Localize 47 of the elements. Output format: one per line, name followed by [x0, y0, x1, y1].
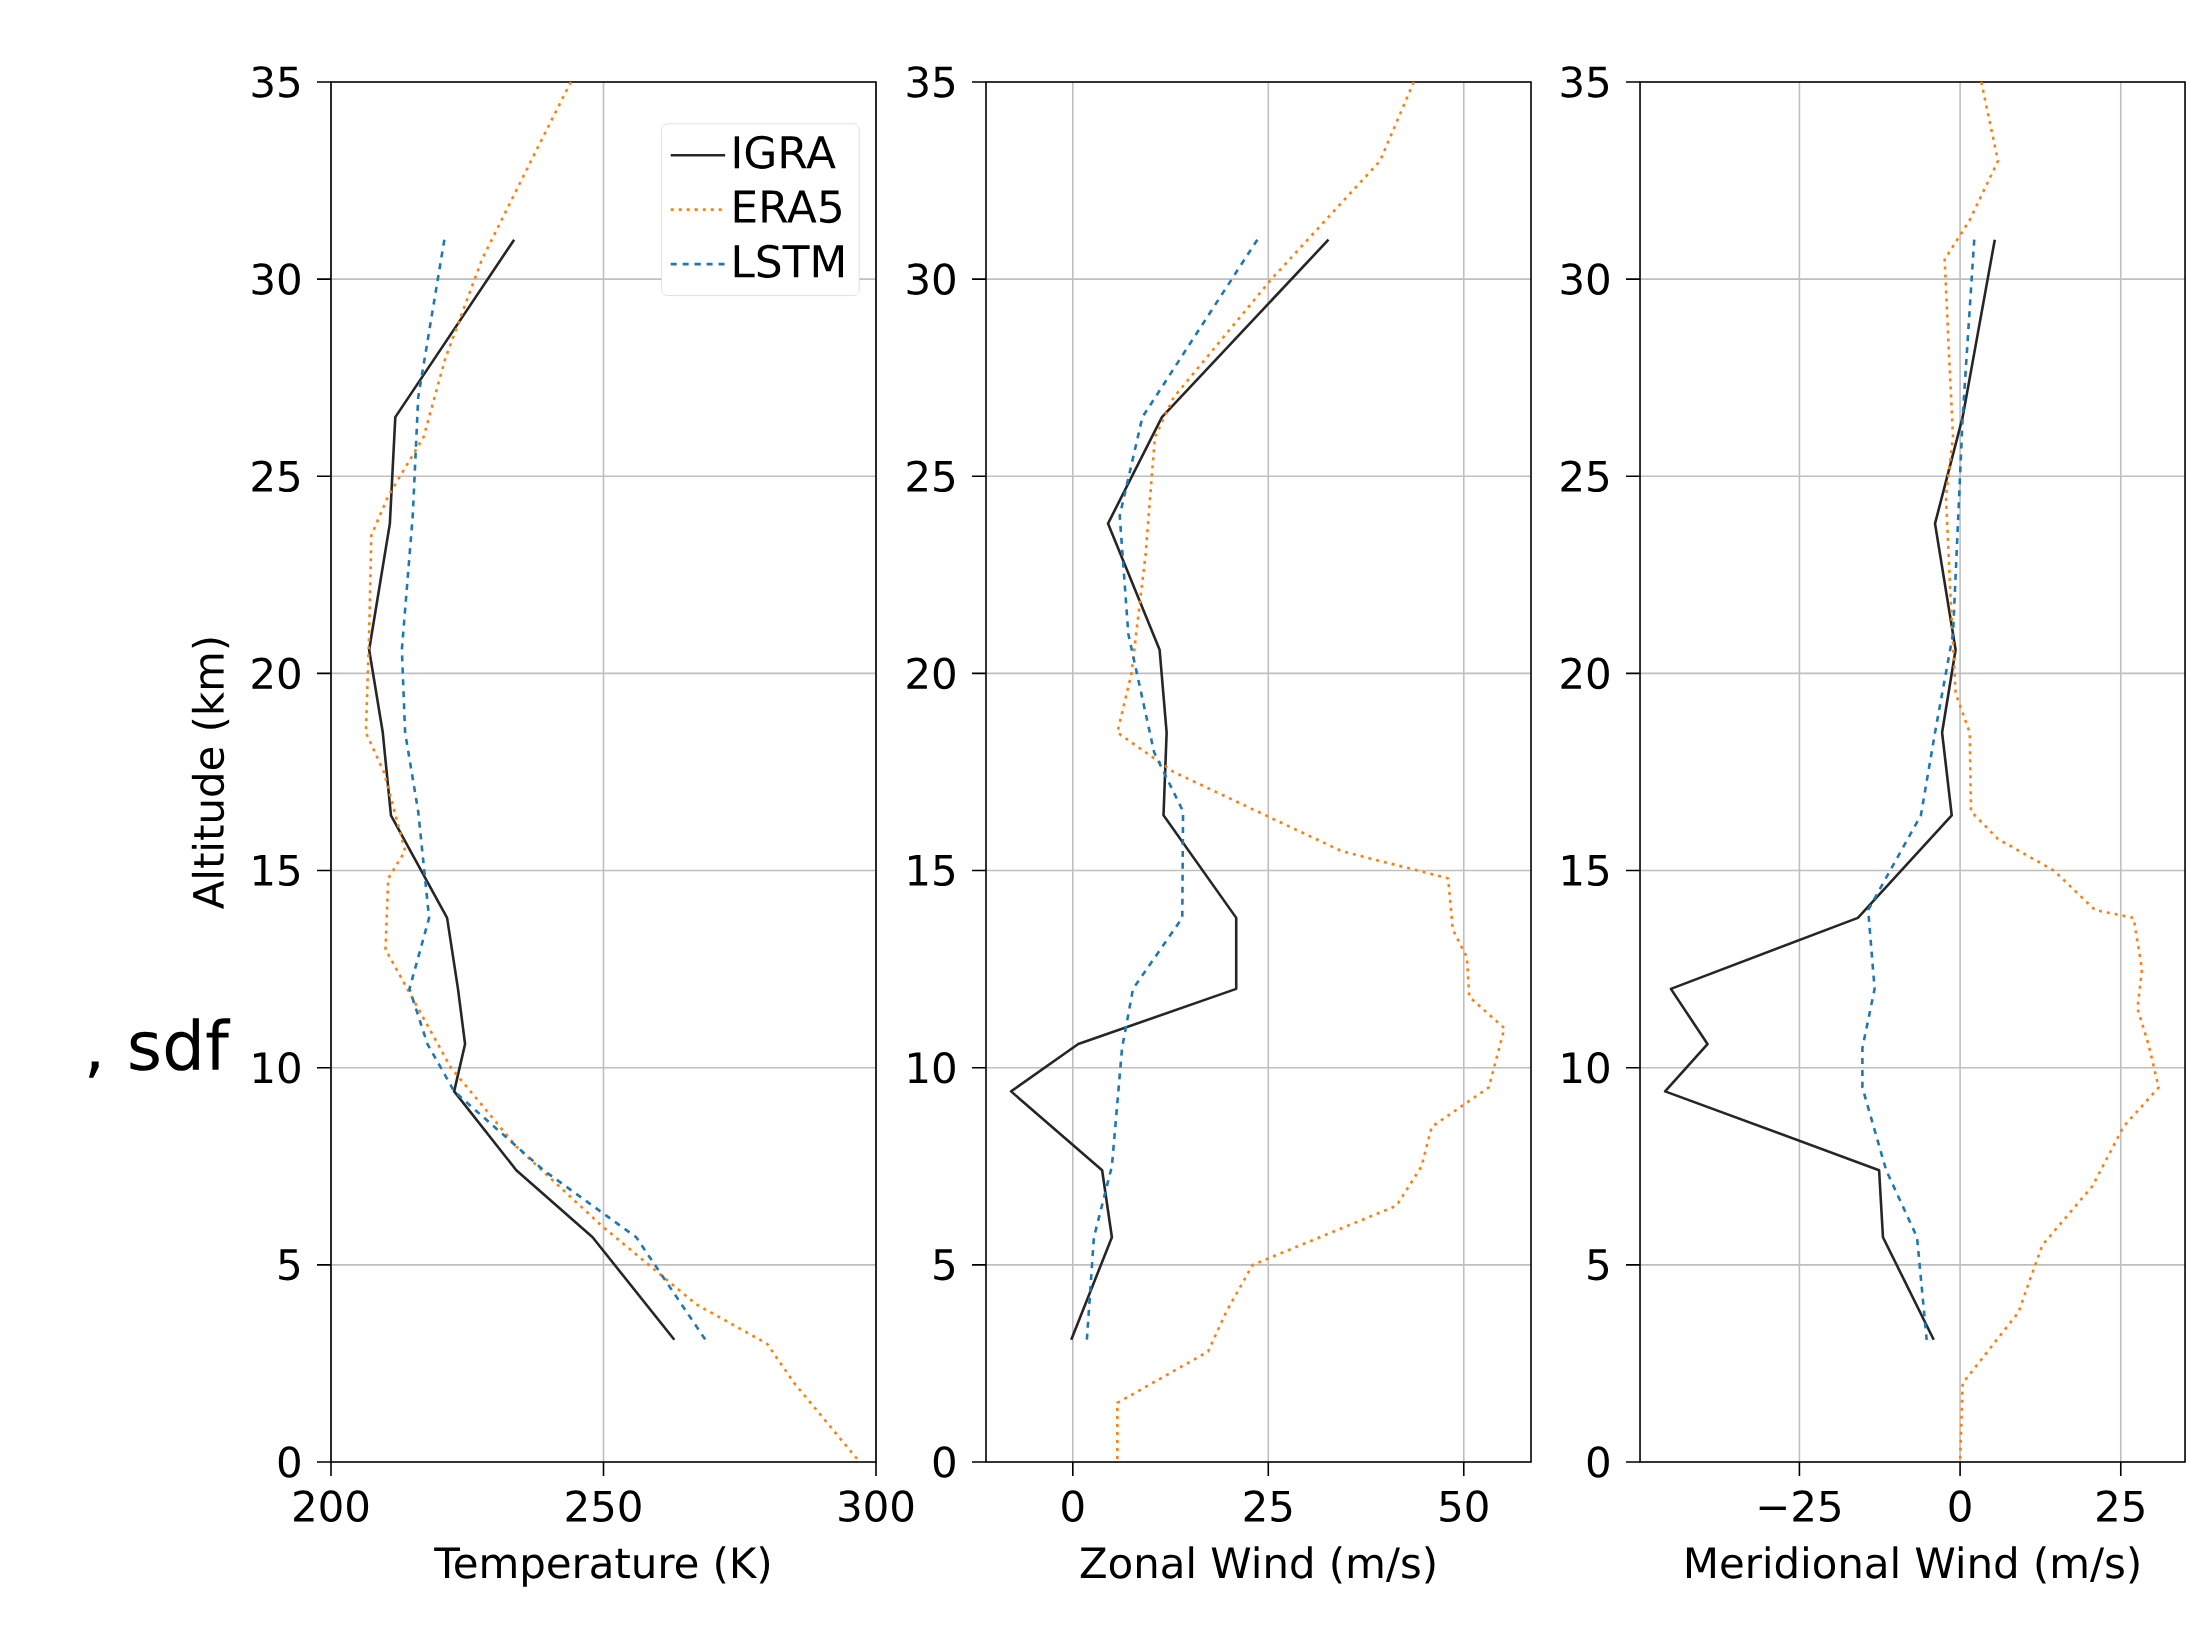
legend-label: ERA5	[734, 190, 841, 224]
y-tick-label: 25	[1561, 460, 1609, 493]
y-tick-label: 30	[252, 263, 300, 295]
y-tick-label: 25	[907, 460, 954, 493]
line-series	[1663, 238, 1997, 1342]
legend-label: LSTM	[734, 244, 843, 278]
x-axis-title: Zonal Wind (m/s)	[1080, 1546, 1435, 1584]
x-tick-label: 50	[1440, 1490, 1488, 1522]
y-tick-label: 35	[1561, 66, 1609, 98]
line-series	[367, 238, 676, 1342]
legend-label: IGRA	[734, 135, 836, 169]
line-series	[1861, 238, 1976, 1342]
y-tick-label: 20	[252, 657, 300, 690]
line-series	[400, 238, 707, 1342]
y-tick-label: 5	[1588, 1249, 1609, 1281]
line-series	[1009, 238, 1330, 1342]
text: , sdf	[88, 1018, 231, 1078]
y-tick-label: 15	[909, 855, 954, 887]
y-axis-title: Altitude (km)	[191, 638, 230, 909]
y-tick-label: 0	[933, 1446, 955, 1478]
x-axis-title: Temperature (K)	[434, 1546, 770, 1587]
y-tick-label: 15	[254, 855, 299, 887]
y-tick-label: 5	[279, 1249, 299, 1281]
y-tick-label: 20	[1561, 657, 1609, 690]
y-tick-label: 5	[934, 1249, 955, 1281]
y-tick-label: 10	[909, 1051, 955, 1084]
y-tick-label: 0	[278, 1446, 300, 1478]
x-axis-title: Meridional Wind (m/s)	[1686, 1546, 2139, 1584]
x-tick-label: 25	[2097, 1490, 2144, 1522]
y-tick-label: 20	[907, 657, 955, 690]
x-tick-label: 0	[1949, 1490, 1971, 1522]
x-tick-label: 25	[1244, 1490, 1292, 1522]
y-tick-label: 25	[252, 460, 299, 493]
y-tick-label: 10	[1563, 1051, 1609, 1084]
y-tick-label: 30	[1561, 263, 1609, 295]
y-tick-label: 35	[252, 66, 299, 98]
x-tick-label: 0	[1062, 1490, 1084, 1522]
y-tick-label: 10	[254, 1051, 300, 1084]
x-tick-label: 200	[294, 1490, 369, 1522]
line-series	[1085, 238, 1259, 1342]
x-tick-label: −25	[1759, 1490, 1840, 1522]
x-tick-label: 300	[839, 1490, 914, 1522]
y-tick-label: 30	[907, 263, 955, 295]
y-tick-label: 35	[907, 66, 954, 98]
y-tick-label: 0	[1587, 1446, 1609, 1478]
x-tick-label: 250	[566, 1490, 641, 1522]
y-tick-label: 15	[1563, 855, 1609, 887]
